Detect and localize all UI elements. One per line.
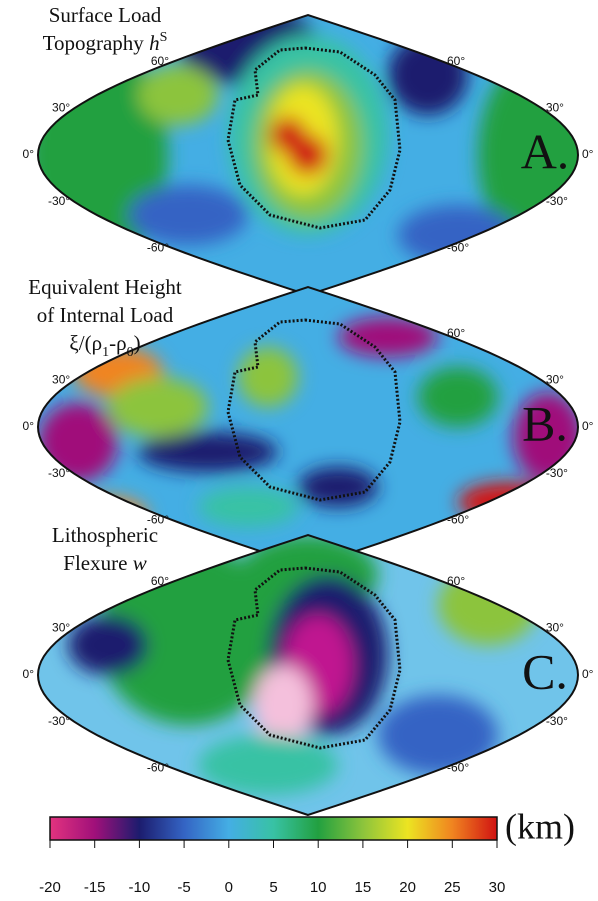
colorbar-tick-label: 15: [355, 879, 372, 896]
colorbar-tick-label: 5: [269, 879, 277, 896]
title-run: Topography: [43, 31, 149, 55]
panel-title: ξ/(ρ1-ρ0): [69, 331, 140, 360]
colorbar-tick-label: -5: [177, 879, 190, 896]
latitude-label: 30°: [546, 621, 564, 635]
latitude-label: 30°: [52, 621, 70, 635]
latitude-label: 60°: [151, 574, 169, 588]
map-fill: [30, 535, 590, 815]
map-feature: [138, 65, 218, 125]
latitude-label: 0°: [582, 419, 594, 433]
map-feature: [418, 367, 498, 427]
panel-title: Topography hS: [43, 30, 168, 55]
colorbar-tick-label: 10: [310, 879, 327, 896]
map-feature: [298, 467, 378, 507]
latitude-label: 0°: [23, 667, 35, 681]
panel-title: Flexure w: [63, 551, 146, 575]
colorbar-tick-label: 0: [225, 879, 233, 896]
colorbar-unit: (km): [505, 806, 575, 846]
title-run: 1: [102, 345, 109, 360]
map-feature: [378, 695, 498, 775]
latitude-label: -60°: [447, 513, 469, 527]
map-feature: [398, 205, 518, 265]
title-run: 0: [127, 345, 134, 360]
latitude-label: 0°: [23, 419, 35, 433]
latitude-label: -30°: [546, 466, 568, 480]
latitude-label: -60°: [447, 241, 469, 255]
title-run: of Internal Load: [37, 303, 174, 327]
map-feature: [288, 135, 328, 175]
colorbar: [50, 817, 497, 840]
latitude-label: -60°: [147, 761, 169, 775]
latitude-label: -30°: [546, 194, 568, 208]
latitude-label: -60°: [147, 241, 169, 255]
panel-letter: A.: [521, 123, 570, 179]
map-feature: [253, 665, 313, 745]
panel-title: of Internal Load: [37, 303, 174, 327]
latitude-label: 30°: [546, 373, 564, 387]
colorbar-tick-label: 20: [399, 879, 416, 896]
map-feature: [198, 487, 298, 527]
latitude-label: 60°: [447, 326, 465, 340]
latitude-label: -30°: [48, 714, 70, 728]
title-run: w: [133, 551, 147, 575]
latitude-label: 0°: [23, 147, 35, 161]
map-feature: [338, 317, 438, 357]
title-run: ): [134, 331, 141, 355]
title-run: ξ/(ρ: [69, 331, 102, 355]
title-run: Equivalent Height: [28, 275, 182, 299]
colorbar-tick-label: -15: [84, 879, 106, 896]
panel-letter: B.: [522, 395, 568, 451]
latitude-label: 30°: [52, 373, 70, 387]
latitude-label: 0°: [582, 147, 594, 161]
map-panel: 60° 30° 0° -30° -60° 60° 30° 0° -30° -60° Surface …: [23, 3, 598, 295]
latitude-label: -30°: [48, 194, 70, 208]
latitude-label: 30°: [546, 101, 564, 115]
colorbar-tick-label: -20: [39, 879, 61, 896]
map-feature: [238, 347, 298, 407]
figure: 60° 30° 0° -30° -60° 60° 30° 0° -30° -60° Surface …: [0, 0, 598, 901]
map-feature: [458, 482, 558, 522]
latitude-label: -30°: [546, 714, 568, 728]
title-run: -ρ: [109, 331, 126, 355]
colorbar-tick-label: -10: [129, 879, 151, 896]
colorbar-tick-label: 30: [489, 879, 506, 896]
panel-title: Equivalent Height: [28, 275, 182, 299]
panel-title: Lithospheric: [52, 523, 158, 547]
panel-letter: C.: [522, 643, 568, 699]
latitude-label: -30°: [48, 466, 70, 480]
latitude-label: 30°: [52, 101, 70, 115]
latitude-label: 60°: [447, 54, 465, 68]
map-panel: 60° 30° 0° -30° -60° 60° 30° 0° -30° -60° Lithosph…: [23, 523, 594, 815]
latitude-label: -60°: [447, 761, 469, 775]
latitude-label: 0°: [582, 667, 594, 681]
map-feature: [108, 377, 208, 437]
latitude-label: 60°: [447, 574, 465, 588]
title-run: h: [149, 31, 160, 55]
title-run: S: [160, 30, 168, 45]
title-run: Lithospheric: [52, 523, 158, 547]
map-feature: [138, 432, 278, 472]
latitude-label: 60°: [151, 54, 169, 68]
panel-title: Surface Load: [49, 3, 162, 27]
title-run: Surface Load: [49, 3, 162, 27]
map-feature: [128, 185, 248, 245]
colorbar-tick-label: 25: [444, 879, 461, 896]
title-run: Flexure: [63, 551, 132, 575]
